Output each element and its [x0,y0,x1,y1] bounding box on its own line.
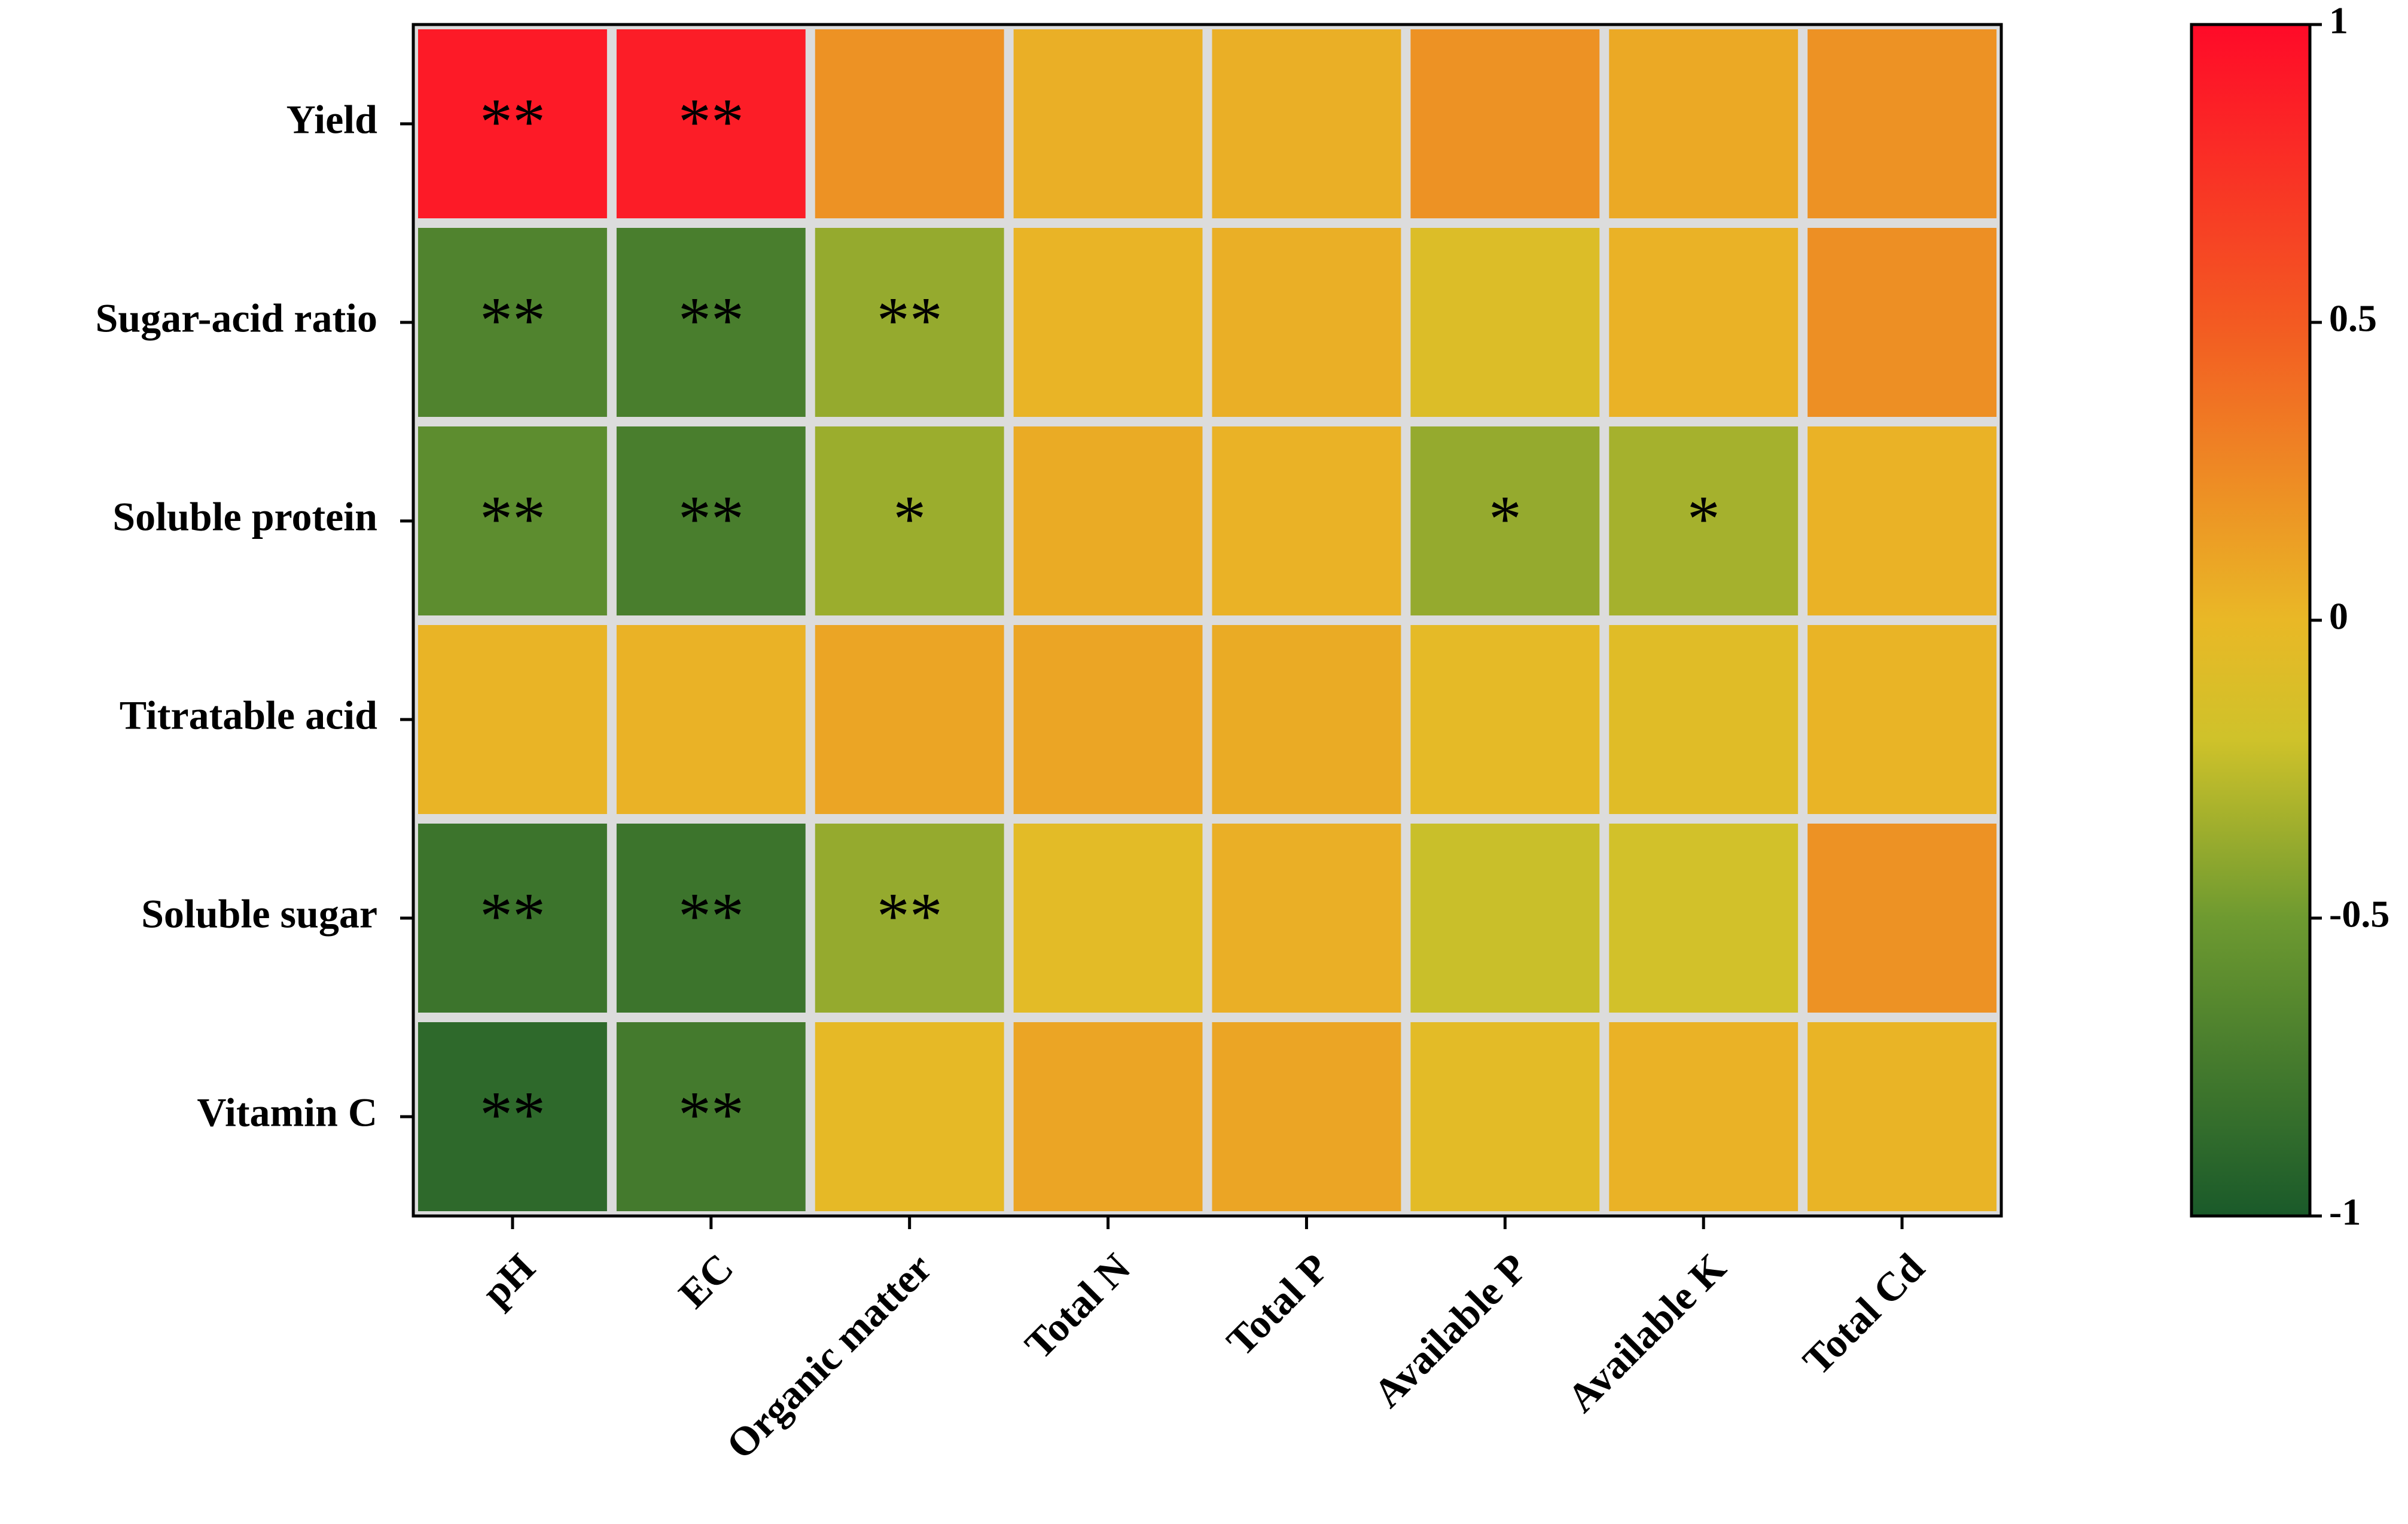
y-tick-label: Titratable acid [120,693,377,738]
heatmap-cell [1013,625,1203,814]
significance-label: ** [678,85,744,158]
heatmap-cell [418,228,607,417]
heatmap-cell [815,426,1004,615]
heatmap-cell [1807,1022,1996,1211]
heatmap-cell [1212,29,1401,218]
heatmap-cell [1410,824,1600,1013]
heatmap-cell [1013,29,1203,218]
plot-background [413,25,2001,1216]
heatmap-cell [616,824,806,1013]
significance-label: ** [480,1078,545,1151]
heatmap-cell [1212,426,1401,615]
heatmap-cell [1410,1022,1600,1211]
heatmap-cell [1410,426,1600,615]
heatmap-cell [616,426,806,615]
heatmap-cell [616,1022,806,1211]
significance-label: ** [678,482,744,555]
y-tick-label: Soluble protein [112,494,377,540]
significance-label: ** [678,1078,744,1151]
heatmap-cell [1807,426,1996,615]
heatmap-cell [616,29,806,218]
significance-label: ** [678,284,744,356]
x-tick-label: Total N [1016,1245,1139,1368]
heatmap-cell [1013,1022,1203,1211]
y-tick-label: Yield [286,97,378,142]
heatmap-cell [1609,1022,1799,1211]
significance-label: * [1489,482,1522,555]
x-tick-label: Total Cd [1794,1245,1933,1383]
heatmap-cell [815,625,1004,814]
x-tick-label: EC [670,1245,742,1317]
heatmap-cell [815,824,1004,1013]
heatmap-cell [1807,29,1996,218]
heatmap-cell [418,426,607,615]
colorbar-tick-label: 0 [2329,595,2348,638]
heatmap-cell [1410,228,1600,417]
heatmap-cell [1807,228,1996,417]
x-tick-label: Organic matter [717,1245,940,1468]
heatmap-cell [1410,29,1600,218]
colorbar-tick-label: 1 [2329,0,2348,42]
significance-label: ** [678,879,744,952]
heatmap-cell [616,625,806,814]
heatmap-cell [1609,824,1799,1013]
heatmap-cell [418,1022,607,1211]
colorbar-tick-label: 0.5 [2329,297,2377,340]
heatmap-cell [1212,228,1401,417]
x-tick-label: Available K [1558,1245,1735,1421]
y-tick-label: Sugar-acid ratio [95,295,377,341]
heatmap-cell [1609,29,1799,218]
x-tick-label: Available P [1364,1245,1536,1416]
significance-label: ** [480,482,545,555]
heatmap-cell [1013,228,1203,417]
heatmap-cell [815,1022,1004,1211]
significance-label: ** [480,284,545,356]
heatmap-cell [1212,625,1401,814]
x-tick-label: pH [473,1245,544,1315]
y-tick-label: Vitamin C [197,1090,377,1135]
heatmap-cell [815,228,1004,417]
heatmap-cell [418,29,607,218]
plot-frame [412,23,2003,1218]
heatmap-cell [616,228,806,417]
colorbar-tick-label: -0.5 [2329,893,2389,935]
heatmap-cell [418,625,607,814]
heatmap-cell [1212,1022,1401,1211]
heatmap-cell [1212,824,1401,1013]
heatmap-cell [418,824,607,1013]
significance-label: * [893,482,926,555]
colorbar [2190,23,2312,1218]
significance-label: ** [480,879,545,952]
heatmap-cell [1609,625,1799,814]
colorbar-tick-label: -1 [2329,1191,2361,1233]
heatmap-cell [1609,228,1799,417]
heatmap-cell [1013,824,1203,1013]
significance-label: ** [877,879,943,952]
heatmap-cell [1807,824,1996,1013]
heatmap-cell [1410,625,1600,814]
significance-label: * [1687,482,1720,555]
significance-label: ** [877,284,943,356]
x-tick-label: Total P [1218,1245,1337,1364]
heatmap-cell [1013,426,1203,615]
significance-label: ** [480,85,545,158]
y-tick-label: Soluble sugar [141,891,377,937]
heatmap-cell [815,29,1004,218]
heatmap-cell [1609,426,1799,615]
heatmap-cell [1807,625,1996,814]
